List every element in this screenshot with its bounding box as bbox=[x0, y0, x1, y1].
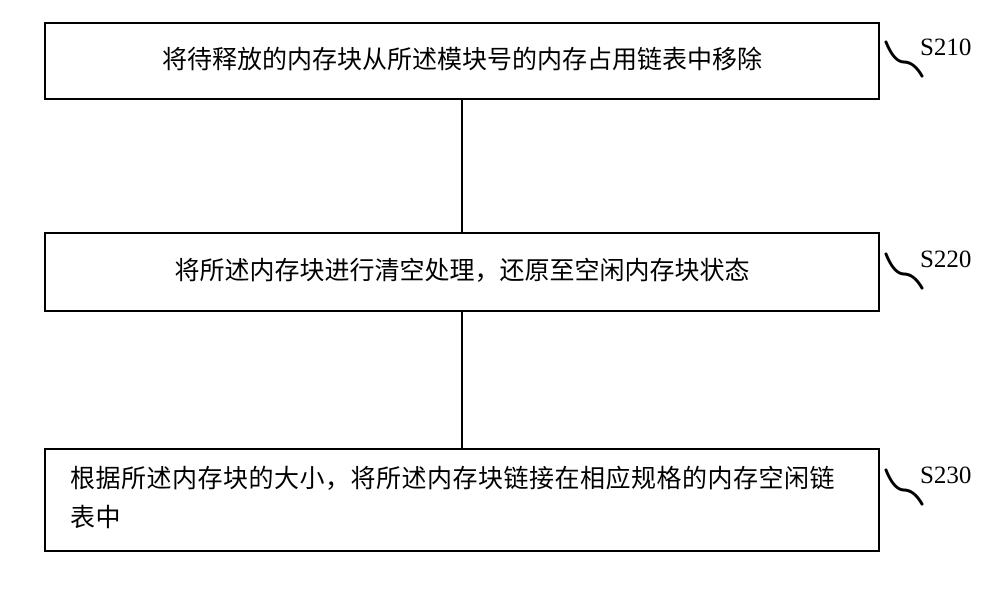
flow-step-2-text: 将所述内存块进行清空处理，还原至空闲内存块状态 bbox=[70, 253, 854, 292]
flow-step-1: 将待释放的内存块从所述模块号的内存占用链表中移除 bbox=[44, 22, 880, 100]
label-connector-curve-3 bbox=[884, 466, 924, 506]
step-label-s220: S220 bbox=[920, 246, 971, 274]
flowchart-canvas: 将待释放的内存块从所述模块号的内存占用链表中移除 S210 将所述内存块进行清空… bbox=[0, 0, 1000, 616]
step-label-s230: S230 bbox=[920, 462, 971, 490]
connector-1-2 bbox=[461, 100, 463, 232]
flow-step-2: 将所述内存块进行清空处理，还原至空闲内存块状态 bbox=[44, 232, 880, 312]
flow-step-3-text: 根据所述内存块的大小，将所述内存块链接在相应规格的内存空闲链表中 bbox=[70, 461, 854, 539]
step-label-s210: S210 bbox=[920, 34, 971, 62]
flow-step-1-text: 将待释放的内存块从所述模块号的内存占用链表中移除 bbox=[70, 42, 854, 81]
flow-step-3: 根据所述内存块的大小，将所述内存块链接在相应规格的内存空闲链表中 bbox=[44, 448, 880, 552]
label-connector-curve-1 bbox=[884, 38, 924, 78]
label-connector-curve-2 bbox=[884, 250, 924, 290]
connector-2-3 bbox=[461, 312, 463, 448]
